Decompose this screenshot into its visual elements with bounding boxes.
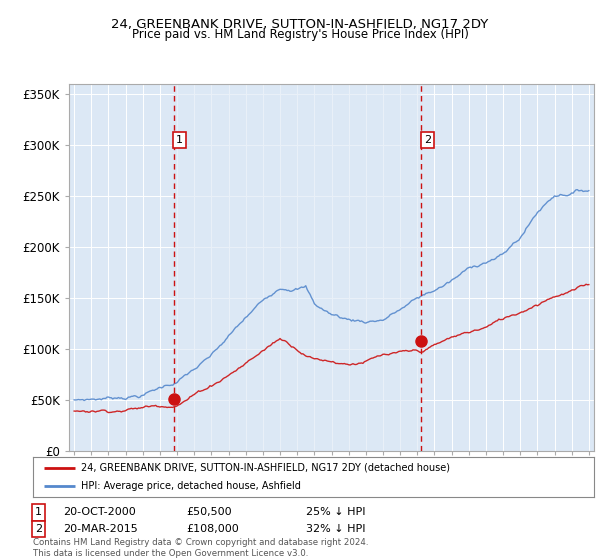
- Text: 1: 1: [176, 135, 183, 145]
- Text: 20-MAR-2015: 20-MAR-2015: [63, 524, 138, 534]
- Text: 24, GREENBANK DRIVE, SUTTON-IN-ASHFIELD, NG17 2DY (detached house): 24, GREENBANK DRIVE, SUTTON-IN-ASHFIELD,…: [80, 463, 449, 473]
- Text: 1: 1: [35, 507, 42, 517]
- Text: £50,500: £50,500: [186, 507, 232, 517]
- Text: Price paid vs. HM Land Registry's House Price Index (HPI): Price paid vs. HM Land Registry's House …: [131, 28, 469, 41]
- Text: 25% ↓ HPI: 25% ↓ HPI: [306, 507, 365, 517]
- Text: 32% ↓ HPI: 32% ↓ HPI: [306, 524, 365, 534]
- Text: 20-OCT-2000: 20-OCT-2000: [63, 507, 136, 517]
- Text: 24, GREENBANK DRIVE, SUTTON-IN-ASHFIELD, NG17 2DY: 24, GREENBANK DRIVE, SUTTON-IN-ASHFIELD,…: [112, 18, 488, 31]
- Text: HPI: Average price, detached house, Ashfield: HPI: Average price, detached house, Ashf…: [80, 482, 301, 491]
- Text: 2: 2: [35, 524, 42, 534]
- Bar: [173, 84, 421, 451]
- Text: 2: 2: [424, 135, 431, 145]
- Text: Contains HM Land Registry data © Crown copyright and database right 2024.
This d: Contains HM Land Registry data © Crown c…: [33, 538, 368, 558]
- Text: £108,000: £108,000: [186, 524, 239, 534]
